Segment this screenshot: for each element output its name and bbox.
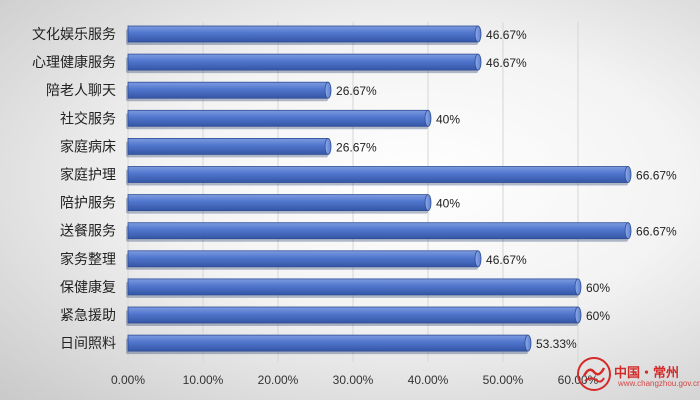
x-tick-label-0: 0.00% (111, 373, 145, 387)
bar-2 (126, 81, 332, 102)
value-label-11: 53.33% (536, 337, 577, 351)
x-tick-label-2: 20.00% (258, 373, 299, 387)
gridlines (127, 22, 579, 362)
value-labels: 46.67% 46.67% 26.67% 40% 26.67% 66.67% 40% 66.6… (336, 28, 677, 351)
value-label-3: 40% (436, 112, 460, 126)
value-label-4: 26.67% (336, 140, 377, 154)
value-label-7: 66.67% (636, 225, 677, 239)
category-label-10: 紧急援助 (60, 308, 116, 324)
bar-3 (126, 109, 432, 130)
category-label-7: 送餐服务 (60, 224, 116, 240)
category-label-0: 文化娱乐服务 (32, 27, 116, 43)
changzhou-logo-icon (577, 357, 611, 391)
bar-5 (126, 166, 632, 186)
bars (126, 25, 632, 355)
bar-0 (126, 25, 482, 45)
value-label-5: 66.67% (636, 169, 677, 183)
category-label-2: 陪老人聊天 (46, 83, 116, 99)
bar-8 (126, 250, 482, 270)
bar-9 (126, 278, 582, 298)
category-label-8: 家务整理 (60, 251, 116, 268)
value-label-6: 40% (436, 197, 460, 211)
category-label-6: 陪护服务 (60, 196, 116, 212)
bar-7 (126, 222, 632, 242)
bar-6 (126, 194, 432, 214)
category-labels: 文化娱乐服务心理健康服务陪老人聊天社交服务家庭病床家庭护理陪护服务送餐服务家务整… (32, 27, 116, 352)
x-tick-label-3: 30.00% (333, 373, 374, 387)
category-label-5: 家庭护理 (60, 167, 116, 184)
x-tick-label-4: 40.00% (408, 373, 449, 387)
x-tick-label-1: 10.00% (183, 373, 224, 387)
value-label-8: 46.67% (486, 253, 527, 267)
watermark-url: www.changzhou.gov.cn (618, 379, 700, 388)
category-label-11: 日间照料 (60, 336, 116, 352)
category-label-1: 心理健康服务 (32, 54, 116, 71)
x-axis-tick-labels: 0.00% 10.00% 20.00% 30.00% 40.00% 50.00% 60.00… (111, 373, 599, 387)
value-label-10: 60% (586, 309, 610, 323)
value-label-2: 26.67% (336, 84, 377, 98)
watermark: 中国・常州 www.changzhou.gov.cn (574, 354, 700, 400)
value-label-1: 46.67% (486, 56, 527, 70)
x-tick-label-5: 50.00% (483, 373, 524, 387)
bar-11 (126, 334, 532, 355)
bar-1 (126, 53, 482, 74)
bar-4 (126, 137, 332, 158)
category-label-3: 社交服务 (60, 110, 116, 127)
watermark-text: 中国・常州 (614, 366, 680, 381)
bar-10 (126, 306, 582, 326)
value-label-0: 46.67% (486, 28, 527, 42)
category-label-4: 家庭病床 (60, 138, 116, 155)
value-label-9: 60% (586, 281, 610, 295)
category-label-9: 保健康复 (60, 279, 116, 296)
